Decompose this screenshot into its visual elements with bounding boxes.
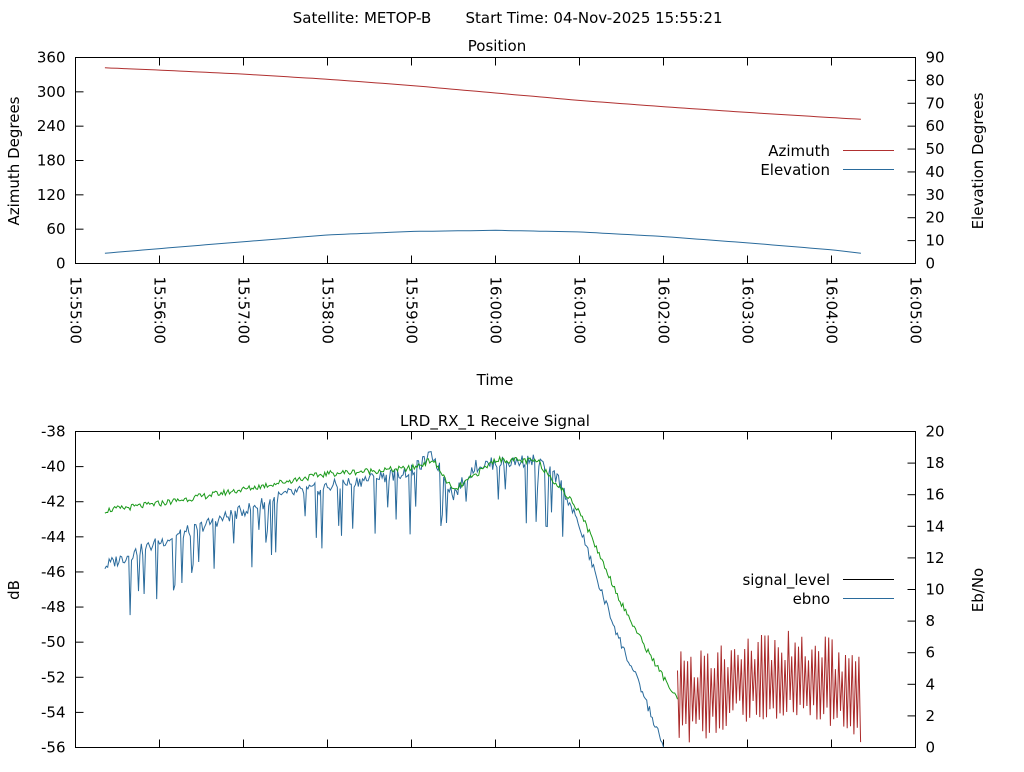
y2-tick-label: 20 [926,423,945,441]
y2-tick-label: 14 [926,517,945,535]
y2-tick-label: 16 [926,486,945,504]
y2-tick-label: 10 [926,232,945,250]
x-tick-label: 15:55:00 [67,277,85,344]
y-tick-label: -48 [41,598,66,616]
y2-tick-label: 0 [926,739,936,757]
y2-tick-label: 30 [926,186,945,204]
signal-panel: LRD_RX_1 Receive Signal -56-54-52-50-48-… [5,412,987,757]
y2-tick-label: 70 [926,94,945,112]
position-series [104,67,861,254]
y-tick-label: -52 [41,668,66,686]
satellite-label: Satellite: METOP-B [293,9,432,27]
y-tick-label: 300 [37,83,66,101]
x-tick-label: 16:04:00 [823,277,841,344]
y2-tick-label: 20 [926,209,945,227]
signal-y2-axis-label: Eb/No [969,568,987,612]
series-line-signal-level-locked [104,455,678,700]
y2-tick-label: 10 [926,581,945,599]
position-legend: Azimuth Elevation [760,142,894,179]
signal-legend: signal_level ebno [742,571,894,608]
x-tick-label: 16:01:00 [571,277,589,344]
x-tick-label: 15:58:00 [319,277,337,344]
y-tick-label: 120 [37,186,66,204]
position-title: Position [468,37,526,55]
x-tick-label: 16:02:00 [655,277,673,344]
y-tick-label: 180 [37,152,66,170]
y2-tick-label: 90 [926,49,945,67]
y-tick-label: 0 [56,255,66,273]
x-tick-label: 16:00:00 [487,277,505,344]
y-tick-label: 60 [46,220,65,238]
y-tick-label: -40 [41,458,66,476]
signal-title: LRD_RX_1 Receive Signal [400,412,590,431]
position-x-axis-label: Time [476,371,514,389]
y2-tick-label: 80 [926,71,945,89]
signal-series [104,451,862,748]
y2-tick-label: 0 [926,255,936,273]
y2-tick-label: 12 [926,549,945,567]
series-line-azimuth [104,67,861,120]
start-time-label: Start Time: 04-Nov-2025 15:55:21 [465,9,722,27]
y-tick-label: -42 [41,493,66,511]
y-tick-label: -50 [41,633,66,651]
y2-tick-label: 8 [926,612,936,630]
x-tick-label: 15:57:00 [235,277,253,344]
x-tick-label: 15:56:00 [151,277,169,344]
x-tick-label: 16:03:00 [739,277,757,344]
y2-tick-label: 6 [926,644,936,662]
y2-tick-label: 40 [926,163,945,181]
legend-label-elevation: Elevation [760,161,830,179]
y2-tick-label: 4 [926,675,936,693]
y2-tick-label: 2 [926,707,936,725]
y2-tick-label: 60 [926,117,945,135]
legend-label-signal-level: signal_level [742,571,830,590]
legend-label-azimuth: Azimuth [768,142,830,160]
y2-tick-label: 18 [926,454,945,472]
series-line-elevation [104,229,861,254]
series-line-ebno [104,451,664,748]
series-line-signal-level-unlocked [677,630,862,743]
position-y-axis-label: Azimuth Degrees [5,96,23,225]
y-tick-label: 360 [37,49,66,67]
signal-ticks: -56 -54 -52 -50 -48 -46 -44 -42 -40 -38 0 2 4 6 8 10 12 1… [41,423,945,757]
signal-y-axis-label: dB [5,580,23,600]
y-tick-label: -46 [41,563,66,581]
y2-tick-label: 50 [926,140,945,158]
legend-label-ebno: ebno [793,590,830,608]
y-tick-label: -54 [41,703,66,721]
y-tick-label: -38 [41,423,66,441]
y-tick-label: -56 [41,739,66,757]
signal-plot-frame [75,431,916,748]
y-tick-label: 240 [37,117,66,135]
position-panel: Position 0 60 120 180 240 300 360 0 10 20 30 40 50 60… [5,37,987,389]
position-ticks: 0 60 120 180 240 300 360 0 10 20 30 40 50 60 70 80 90 15:… [37,49,945,344]
x-tick-label: 15:59:00 [403,277,421,344]
position-y2-axis-label: Elevation Degrees [969,92,987,229]
x-tick-label: 16:05:00 [907,277,925,344]
y-tick-label: -44 [41,528,66,546]
